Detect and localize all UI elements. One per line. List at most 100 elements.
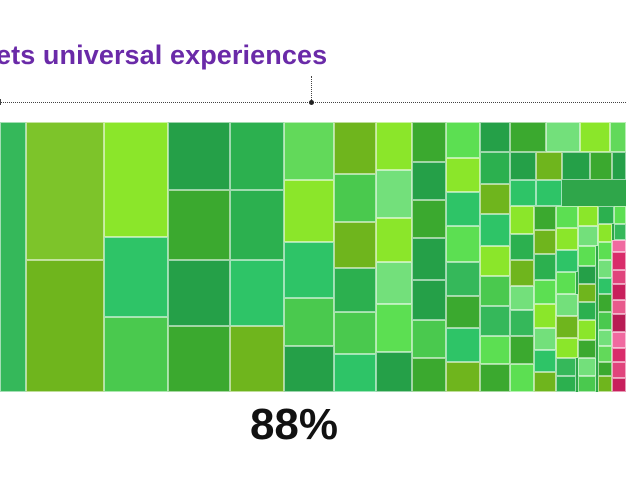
treemap-tile [598,260,612,278]
treemap-tile [578,376,596,392]
treemap-tile [376,262,412,304]
treemap-tile [168,122,230,190]
treemap-tile [334,354,376,392]
treemap-tile [612,300,626,314]
treemap-tile [578,266,596,284]
treemap-tile [168,260,230,326]
treemap-tile [284,242,334,298]
treemap-tile [534,350,556,372]
treemap-tile [510,180,536,206]
treemap-tile [510,286,534,310]
treemap-tile [578,340,596,358]
treemap-tile [104,317,168,392]
percent-value: 88% [249,400,339,449]
bracket-stem [311,76,312,102]
bracket-dot [308,99,314,105]
treemap-tile [510,206,534,234]
treemap-tile [598,294,612,312]
treemap-tile [578,226,598,246]
treemap-tile [556,358,576,376]
treemap-tile [556,272,576,294]
treemap-tile [546,122,580,152]
treemap-tile [556,316,578,338]
treemap-tile [230,122,284,190]
treemap-tile [284,298,334,346]
treemap-tile [510,260,534,286]
treemap-tile [446,296,480,328]
treemap-tile [510,234,534,260]
treemap-tile [230,260,284,326]
treemap-tile [598,312,612,330]
treemap-tile [284,122,334,180]
treemap-tile [168,190,230,260]
treemap-tile [446,362,480,392]
treemap-tile [578,246,596,266]
treemap-tile [612,284,626,300]
treemap-tile [376,122,412,170]
treemap-tile [612,252,626,270]
treemap-tile [534,230,556,254]
treemap-tile [480,306,510,336]
treemap-tile [0,122,26,392]
treemap-tile [480,246,510,276]
treemap-tile [412,200,446,238]
treemap-tile [598,242,612,260]
treemap-tile [598,330,612,346]
treemap-tile [284,346,334,392]
treemap-tile [510,122,546,152]
treemap-tile [556,338,578,358]
treemap-tile [578,284,596,302]
treemap-tile [334,122,376,174]
treemap-tile [578,320,596,340]
treemap-tile [334,312,376,354]
treemap-tile [480,122,510,152]
treemap-tile [536,180,562,206]
treemap-tile [446,122,480,158]
treemap-tile [614,224,626,240]
treemap-tile [480,152,510,184]
treemap-tile [412,122,446,162]
treemap-tile [598,206,614,224]
treemap-tile [556,228,578,250]
treemap-tile [536,152,562,180]
treemap-tile [610,122,626,152]
treemap-tile [446,226,480,262]
treemap-tile [556,206,578,228]
treemap-tile [480,364,510,392]
treemap-tile [510,310,534,336]
treemap-tile [334,268,376,312]
treemap-tile [598,362,612,376]
treemap-tile [26,122,104,260]
treemap-tile [510,364,534,392]
treemap-tile [556,294,578,316]
treemap-tile [334,174,376,222]
treemap-tile [510,152,536,180]
treemap-tile [230,326,284,392]
treemap-tile [534,372,556,392]
treemap-tile [598,346,612,362]
treemap-tile [168,326,230,392]
treemap-tile [578,206,598,226]
treemap-tile [104,122,168,237]
treemap-tile [446,328,480,362]
treemap-tile [578,302,596,320]
treemap-tile [612,314,626,332]
treemap-tile [104,237,168,317]
treemap-tile [598,224,612,242]
treemap-tile [446,158,480,192]
treemap-tile [590,152,612,180]
treemap-tile [376,170,412,218]
treemap-tile [556,250,578,272]
treemap-tile [578,358,596,376]
treemap-tile [480,276,510,306]
treemap-tile [376,304,412,352]
treemap-tile [580,122,610,152]
treemap-tile [612,152,626,180]
treemap-tile [612,270,626,284]
treemap-tile [534,280,556,304]
treemap-tile [534,254,556,280]
treemap-tile [284,180,334,242]
treemap-tile [612,240,626,252]
treemap-tile [562,152,590,180]
treemap-tile [612,332,626,348]
